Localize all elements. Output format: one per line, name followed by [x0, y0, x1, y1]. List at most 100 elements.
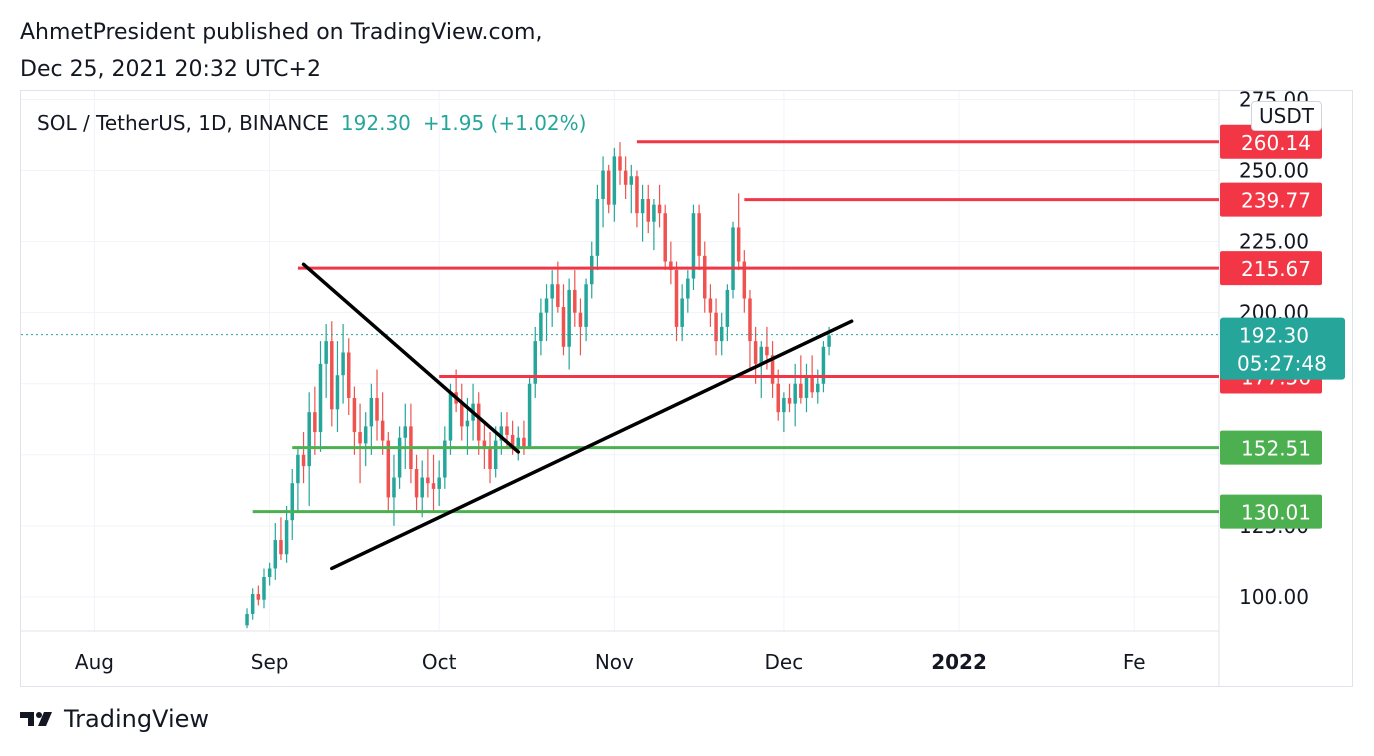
- candle-body: [307, 412, 311, 467]
- candle-body: [674, 270, 679, 327]
- candle-body: [804, 375, 809, 398]
- candle-body: [414, 469, 419, 498]
- candle-body: [392, 477, 396, 498]
- candle-body: [623, 170, 628, 185]
- candle-body: [465, 420, 470, 427]
- candle-body: [657, 204, 662, 214]
- candle-body: [443, 440, 447, 478]
- candle-body: [516, 437, 521, 450]
- last-price-tag: [1220, 317, 1345, 380]
- candle-body: [584, 284, 588, 327]
- candle-body: [606, 170, 611, 205]
- candle-body: [262, 577, 266, 600]
- candle-body: [742, 261, 747, 299]
- candle-body: [273, 540, 278, 569]
- level-price-tag: [1220, 430, 1322, 465]
- candle-body: [646, 199, 651, 222]
- candle-body: [753, 341, 758, 364]
- candle-body: [426, 477, 430, 484]
- candle-body: [770, 355, 775, 384]
- candle-body: [522, 437, 526, 447]
- level-price-label: 239.77: [1241, 189, 1311, 213]
- candle-body: [431, 483, 436, 489]
- candle-body: [567, 289, 571, 347]
- candle-body: [640, 199, 645, 214]
- candle-body: [539, 312, 543, 342]
- level-price-label: 152.51: [1241, 437, 1311, 461]
- candle-body: [618, 156, 622, 171]
- candle-body: [714, 312, 718, 342]
- candle-body: [386, 440, 391, 498]
- candle-body: [347, 352, 351, 398]
- candle-body: [403, 426, 408, 438]
- x-tick-label: Oct: [422, 650, 457, 674]
- candle-body: [703, 255, 707, 299]
- candle-body: [787, 397, 792, 404]
- symbol-legend: SOL / TetherUS, 1D, BINANCE 192.30 +1.95 (…: [37, 111, 586, 135]
- currency-unit-button[interactable]: USDT: [1251, 101, 1322, 131]
- chart-frame[interactable]: AugSepOctNovDec2022Fe100.00125.00150.001…: [20, 90, 1353, 687]
- candle-body: [708, 298, 713, 313]
- level-price-tag: [1220, 251, 1322, 286]
- candle-body: [759, 346, 764, 364]
- candle-body: [731, 227, 735, 290]
- candle-body: [375, 397, 379, 421]
- candle-body: [595, 199, 600, 256]
- candle-body: [578, 312, 583, 327]
- candle-body: [296, 454, 300, 484]
- trend-line: [330, 319, 854, 571]
- candle-body: [776, 383, 780, 413]
- candle-body: [510, 434, 515, 450]
- candle-body: [358, 432, 362, 444]
- candle-body: [556, 284, 560, 307]
- trend-line: [301, 262, 521, 454]
- candle-body: [482, 440, 487, 450]
- level-price-tag: [1220, 494, 1322, 529]
- symbol-label: SOL / TetherUS, 1D, BINANCE: [37, 111, 329, 135]
- candle-body: [279, 540, 283, 555]
- candle-body: [352, 397, 357, 433]
- candle-body: [363, 426, 368, 444]
- level-price-tag: [1220, 182, 1322, 217]
- x-tick-label: Aug: [75, 650, 114, 674]
- y-tick-label: 225.00: [1239, 230, 1309, 254]
- candle-body: [250, 594, 255, 614]
- countdown-label: 05:27:48: [1237, 352, 1327, 376]
- candle-body: [629, 176, 634, 185]
- candle-body: [527, 383, 532, 447]
- candle-body: [827, 335, 831, 347]
- level-price-label: 215.67: [1241, 257, 1311, 281]
- candle-body: [533, 341, 537, 384]
- candle-body: [420, 477, 424, 498]
- price-change: +1.95 (+1.02%): [422, 111, 587, 135]
- price-chart[interactable]: AugSepOctNovDec2022Fe100.00125.00150.001…: [21, 91, 1353, 687]
- candle-body: [748, 298, 752, 342]
- candle-body: [301, 454, 306, 467]
- x-tick-label: Dec: [765, 650, 804, 674]
- candle-body: [561, 307, 566, 347]
- candle-body: [725, 289, 730, 327]
- level-price-tag: [1220, 124, 1322, 159]
- candle-body: [460, 403, 464, 427]
- candle-body: [380, 420, 385, 441]
- candle-body: [782, 397, 786, 413]
- candle-body: [245, 613, 249, 626]
- candle-body: [448, 392, 453, 441]
- candle-body: [397, 437, 402, 478]
- candle-body: [284, 520, 289, 555]
- published-by-line: AhmetPresident published on TradingView.…: [20, 20, 543, 45]
- candle-body: [437, 477, 441, 489]
- candle-body: [505, 426, 509, 435]
- candle-body: [669, 261, 673, 271]
- candle-body: [686, 278, 690, 299]
- candle-body: [719, 326, 724, 342]
- candle-body: [313, 412, 317, 433]
- candle-body: [550, 284, 554, 299]
- publish-date-line: Dec 25, 2021 20:32 UTC+2: [20, 57, 321, 82]
- candle-body: [589, 255, 594, 285]
- x-tick-label: Sep: [251, 650, 289, 674]
- candle-body: [680, 298, 684, 327]
- last-price-label: 192.30: [1239, 324, 1309, 348]
- level-price-label: 130.01: [1241, 501, 1311, 525]
- candle-body: [821, 346, 826, 384]
